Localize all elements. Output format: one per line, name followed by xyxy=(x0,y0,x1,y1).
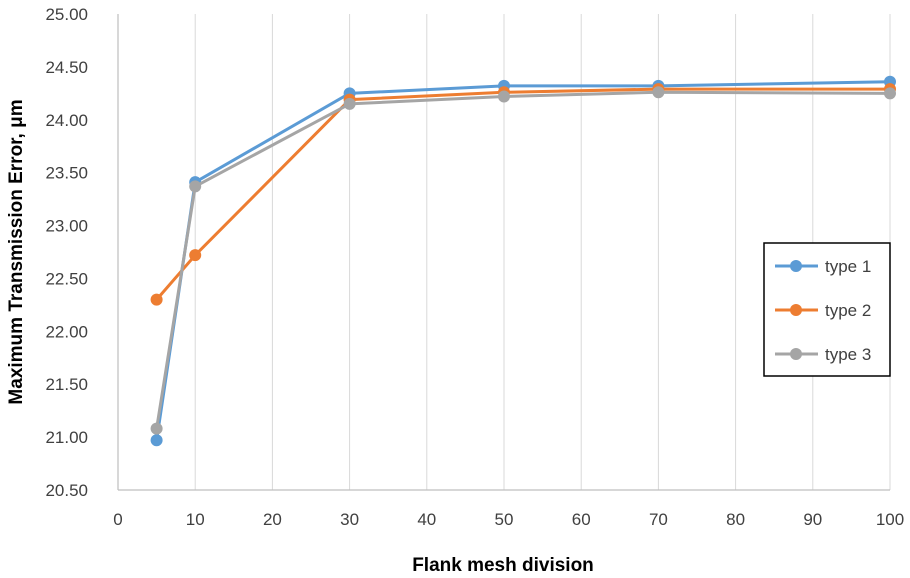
y-tick-label: 22.50 xyxy=(45,269,88,288)
x-tick-label: 40 xyxy=(417,510,436,529)
y-tick-label: 22.00 xyxy=(45,322,88,341)
series-line xyxy=(155,90,891,429)
y-tick-label: 25.00 xyxy=(45,5,88,24)
data-point xyxy=(150,422,163,435)
legend-label: type 1 xyxy=(825,257,871,276)
x-tick-label: 30 xyxy=(340,510,359,529)
y-tick-label: 23.50 xyxy=(45,164,88,183)
series-line xyxy=(155,87,890,301)
axes xyxy=(117,14,890,491)
x-axis-title: Flank mesh division xyxy=(412,555,594,576)
x-tick-label: 100 xyxy=(876,510,904,529)
data-point xyxy=(343,97,356,110)
y-tick-label: 21.00 xyxy=(45,428,88,447)
data-point xyxy=(189,180,202,193)
y-tick-label: 23.00 xyxy=(45,217,88,236)
x-axis-tick-labels: 0 10 20 30 40 50 60 70 80 90 100 xyxy=(113,510,904,529)
data-point xyxy=(652,86,665,99)
legend-item-type-1: type 1 xyxy=(775,257,871,276)
legend-swatch-marker xyxy=(790,260,802,272)
y-axis-tick-labels: 20.50 21.00 21.50 22.00 22.50 23.00 23.50 24.00… xyxy=(45,5,88,500)
data-point xyxy=(150,434,163,447)
data-point xyxy=(884,87,896,100)
y-tick-label: 24.00 xyxy=(45,111,88,130)
y-tick-label: 21.50 xyxy=(45,375,88,394)
data-point xyxy=(150,293,163,306)
y-tick-label: 20.50 xyxy=(45,481,88,500)
data-series xyxy=(150,75,896,447)
x-tick-label: 80 xyxy=(726,510,745,529)
legend-item-type-3: type 3 xyxy=(775,345,871,364)
legend-swatch-marker xyxy=(790,304,802,316)
data-point xyxy=(498,90,510,103)
legend: type 1 type 2 type 3 xyxy=(763,242,891,377)
legend-label: type 2 xyxy=(825,301,871,320)
y-axis-title: Maximum Transmission Error, μm xyxy=(6,99,27,404)
x-tick-label: 10 xyxy=(186,510,205,529)
x-tick-label: 20 xyxy=(263,510,282,529)
x-tick-label: 70 xyxy=(649,510,668,529)
x-tick-label: 50 xyxy=(495,510,514,529)
legend-swatch-marker xyxy=(790,348,802,360)
legend-item-type-2: type 2 xyxy=(775,301,871,320)
x-tick-label: 60 xyxy=(572,510,591,529)
y-tick-label: 24.50 xyxy=(45,58,88,77)
x-tick-label: 90 xyxy=(803,510,822,529)
series-type-3 xyxy=(150,86,896,435)
legend-label: type 3 xyxy=(825,345,871,364)
data-point xyxy=(189,249,202,262)
x-tick-label: 0 xyxy=(113,510,122,529)
